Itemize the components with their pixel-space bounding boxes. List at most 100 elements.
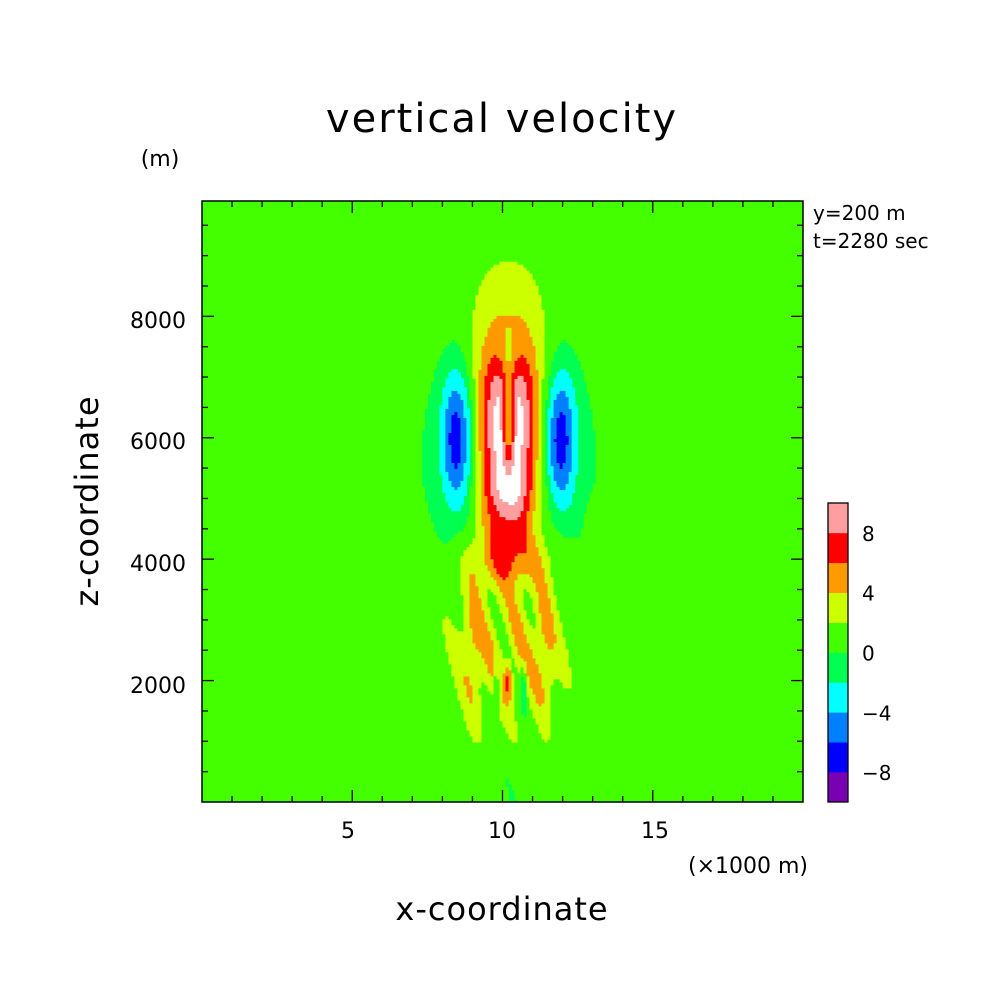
contour-cell	[526, 474, 534, 479]
contour-cell	[460, 417, 468, 421]
contour-cell	[202, 789, 510, 794]
contour-cell	[589, 405, 803, 409]
contour-cell	[469, 495, 477, 500]
contour-cell	[514, 633, 528, 638]
contour-cell	[514, 642, 531, 647]
contour-cell	[502, 618, 510, 623]
contour-cell	[472, 372, 480, 376]
contour-cell	[508, 642, 516, 647]
contour-cell	[469, 489, 477, 494]
contour-cell	[475, 456, 483, 461]
contour-cell	[460, 429, 468, 433]
contour-cell	[484, 399, 489, 403]
contour-cell	[505, 381, 513, 385]
contour-cell	[517, 432, 525, 436]
contour-cell	[499, 495, 519, 500]
contour-cell	[475, 444, 480, 449]
contour-cell	[508, 609, 519, 614]
contour-cell	[475, 405, 480, 409]
contour-cell	[541, 477, 546, 482]
contour-cell	[571, 420, 579, 424]
contour-cell	[541, 393, 549, 397]
contour-cell	[550, 429, 558, 433]
contour-cell	[490, 450, 498, 455]
contour-cell	[463, 405, 468, 409]
contour-cell	[544, 576, 555, 581]
contour-cell	[595, 480, 803, 485]
contour-cell	[499, 642, 510, 647]
contour-cell	[463, 528, 477, 533]
contour-cell	[511, 438, 516, 442]
contour-cell	[466, 369, 474, 373]
contour-cell	[535, 585, 549, 590]
contour-cell	[490, 384, 504, 388]
contour-cell	[517, 720, 537, 725]
contour-cell	[541, 522, 555, 527]
contour-cell	[541, 528, 558, 533]
contour-cell	[472, 537, 486, 542]
contour-cell	[490, 324, 528, 328]
contour-cell	[580, 366, 803, 370]
contour-cell	[493, 444, 504, 449]
contour-cell	[523, 414, 531, 418]
contour-cell	[517, 495, 525, 500]
contour-cell	[472, 432, 477, 436]
contour-cell	[460, 480, 468, 485]
contour-cell	[484, 336, 507, 340]
contour-cell	[202, 519, 431, 524]
contour-cell	[448, 651, 483, 656]
contour-cell	[487, 624, 495, 629]
contour-cell	[562, 681, 573, 686]
contour-cell	[529, 366, 537, 370]
contour-cell	[472, 477, 477, 482]
contour-cell	[541, 564, 552, 569]
contour-cell	[445, 498, 465, 503]
contour-cell	[463, 711, 483, 716]
contour-cell	[550, 399, 555, 403]
contour-cell	[445, 648, 480, 653]
contour-cell	[466, 516, 477, 521]
contour-cell	[469, 381, 477, 385]
contour-cell	[481, 486, 486, 491]
contour-cell	[484, 450, 492, 455]
contour-cell	[517, 609, 528, 614]
contour-cell	[460, 438, 468, 442]
contour-cell	[550, 402, 555, 406]
contour-cell	[541, 483, 546, 488]
contour-cell	[547, 435, 552, 439]
contour-cell	[472, 324, 492, 328]
contour-cell	[502, 687, 507, 692]
contour-cell	[469, 615, 486, 620]
contour-cell	[514, 414, 519, 418]
contour-cell	[526, 636, 546, 641]
contour-cell	[472, 696, 483, 701]
contour-cell	[475, 480, 483, 485]
contour-cell	[541, 294, 803, 298]
contour-cell	[511, 447, 516, 452]
contour-cell	[553, 384, 573, 388]
contour-cell	[472, 354, 483, 358]
contour-cell	[529, 330, 546, 334]
contour-cell	[532, 336, 546, 340]
contour-cell	[499, 417, 504, 421]
contour-cell	[535, 462, 543, 467]
contour-cell	[454, 678, 465, 683]
contour-cell	[202, 453, 422, 458]
contour-cell	[571, 408, 579, 412]
contour-cell	[460, 561, 486, 566]
contour-cell	[568, 651, 803, 656]
contour-cell	[466, 459, 471, 464]
contour-cell	[595, 438, 803, 442]
contour-cell	[514, 408, 519, 412]
contour-cell	[475, 642, 495, 647]
x-unit-label: (×1000 m)	[688, 854, 808, 879]
contour-cell	[469, 681, 483, 686]
contour-cell	[502, 672, 513, 677]
contour-cell	[202, 687, 459, 692]
contour-cell	[475, 303, 543, 307]
contour-cell	[511, 651, 519, 656]
contour-cell	[550, 459, 558, 464]
contour-cell	[553, 495, 573, 500]
contour-cell	[541, 510, 552, 515]
contour-cell	[490, 636, 498, 641]
